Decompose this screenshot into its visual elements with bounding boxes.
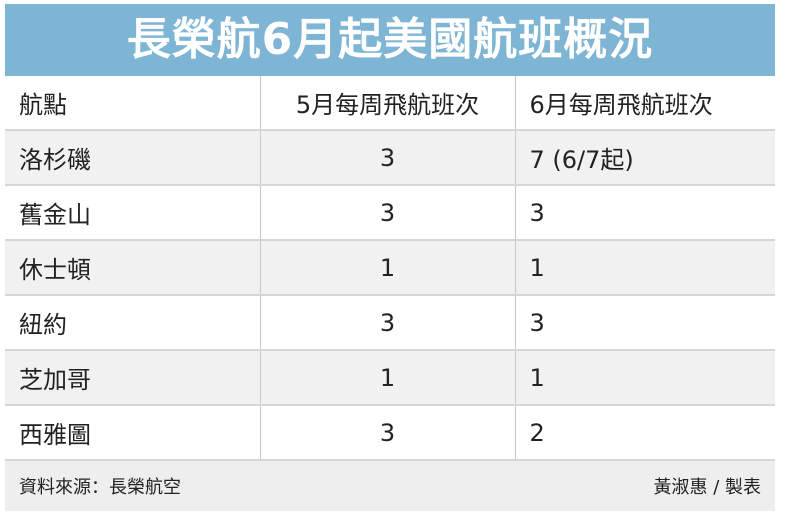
cell-may: 3 — [259, 295, 515, 351]
source-note: 資料來源：長榮航空 — [19, 477, 181, 498]
cell-may: 1 — [259, 350, 515, 406]
cell-june: 7 (6/7起) — [514, 130, 775, 186]
header-june: 6月每周飛航班次 — [514, 76, 775, 131]
table-row: 紐約 3 3 — [5, 295, 775, 351]
cell-june: 1 — [514, 350, 775, 406]
cell-june: 1 — [514, 240, 775, 296]
table-row: 舊金山 3 3 — [5, 185, 775, 241]
cell-may: 3 — [259, 405, 515, 461]
cell-destination: 芝加哥 — [5, 350, 260, 406]
cell-may: 1 — [259, 240, 515, 296]
table-row: 休士頓 1 1 — [5, 240, 775, 296]
header-destination: 航點 — [5, 76, 260, 131]
flights-table: 航點 5月每周飛航班次 6月每周飛航班次 洛杉磯 3 7 (6/7起) 舊金山 … — [5, 76, 775, 461]
table-row: 洛杉磯 3 7 (6/7起) — [5, 130, 775, 186]
table-row: 芝加哥 1 1 — [5, 350, 775, 406]
table-header-row: 航點 5月每周飛航班次 6月每周飛航班次 — [5, 76, 775, 131]
cell-june: 3 — [514, 185, 775, 241]
page-title: 長榮航6月起美國航班概況 — [5, 4, 775, 76]
cell-may: 3 — [259, 130, 515, 186]
cell-destination: 紐約 — [5, 295, 260, 351]
flight-table-graphic: 長榮航6月起美國航班概況 航點 5月每周飛航班次 6月每周飛航班次 洛杉磯 3 … — [5, 4, 775, 511]
cell-may: 3 — [259, 185, 515, 241]
cell-june: 3 — [514, 295, 775, 351]
header-may: 5月每周飛航班次 — [259, 76, 515, 131]
table-row: 西雅圖 3 2 — [5, 405, 775, 461]
credit-note: 黃淑惠 / 製表 — [653, 477, 761, 498]
cell-destination: 洛杉磯 — [5, 130, 260, 186]
cell-destination: 西雅圖 — [5, 405, 260, 461]
cell-june: 2 — [514, 405, 775, 461]
cell-destination: 休士頓 — [5, 240, 260, 296]
cell-destination: 舊金山 — [5, 185, 260, 241]
footer: 資料來源：長榮航空 黃淑惠 / 製表 — [5, 461, 775, 511]
